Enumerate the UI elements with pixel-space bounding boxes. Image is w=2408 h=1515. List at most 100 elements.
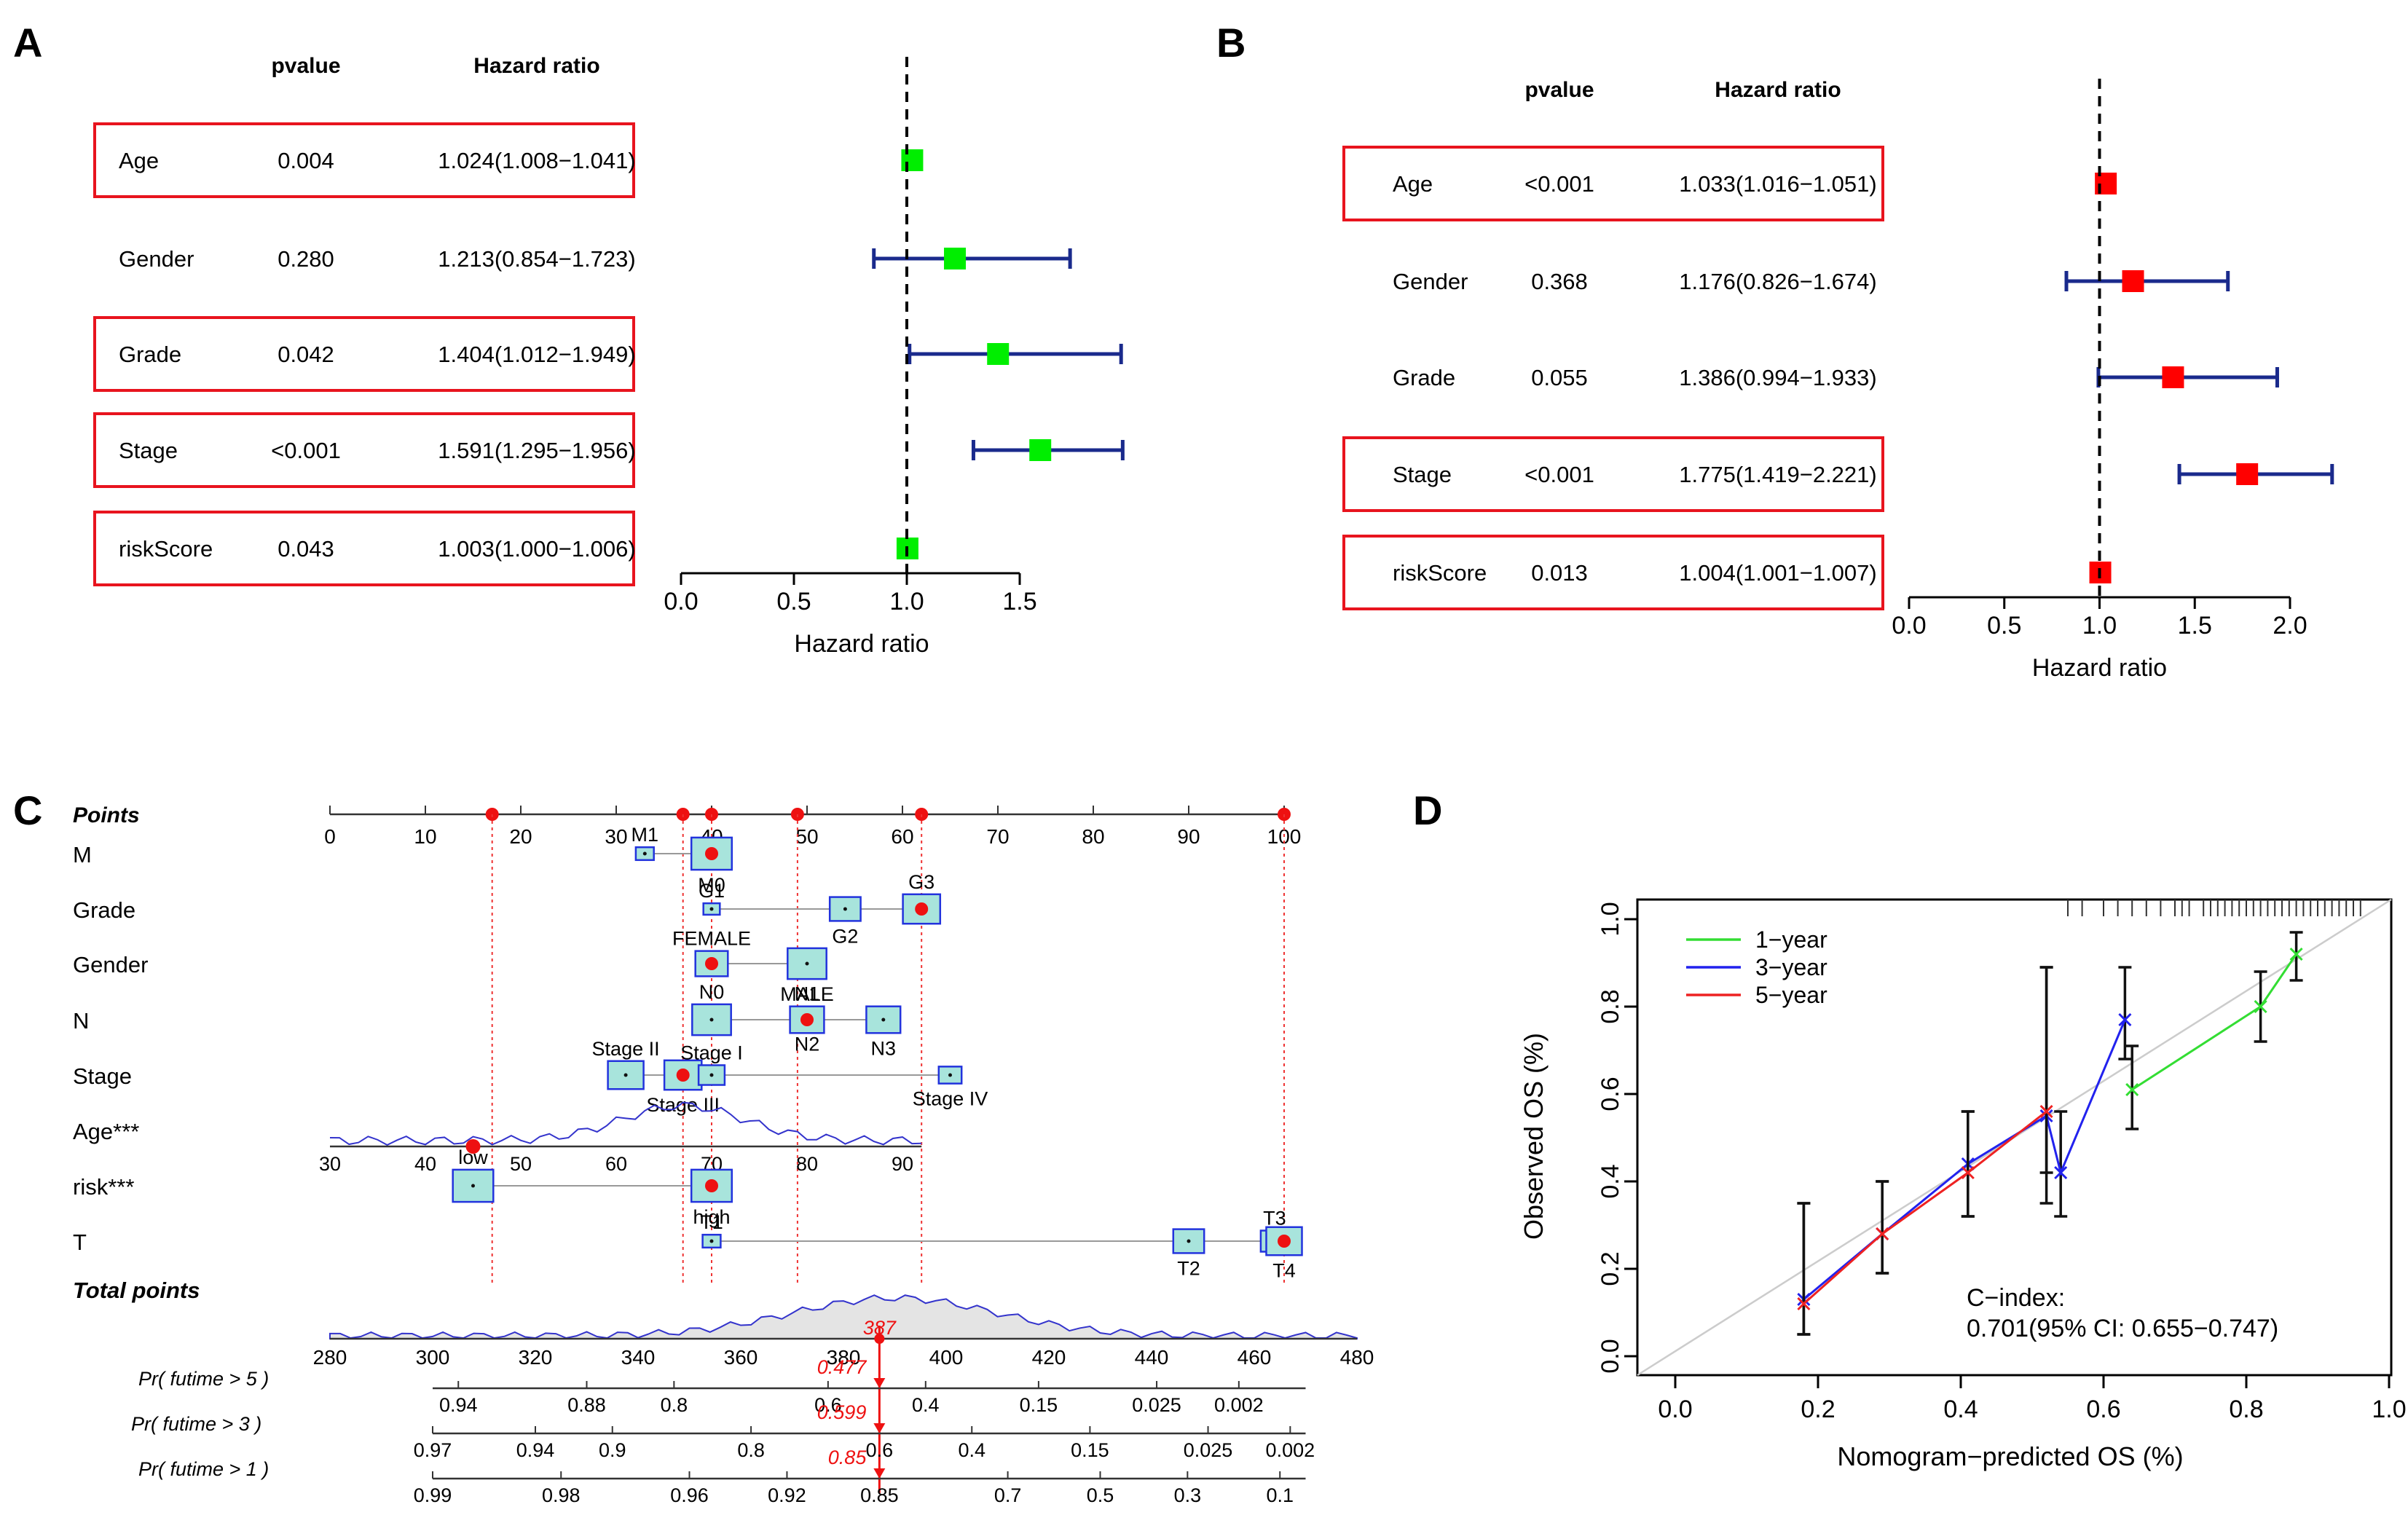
- level-point: [709, 1018, 714, 1022]
- row-pvalue: 0.043: [278, 536, 334, 562]
- header-pvalue: pvalue: [1524, 78, 1594, 102]
- row-name: Grade: [1393, 365, 1455, 390]
- x-tick-label: 1.0: [2082, 612, 2117, 640]
- row-name: riskScore: [1393, 560, 1487, 586]
- x-tick-label: 2.0: [2273, 612, 2307, 640]
- level-point: [709, 1239, 714, 1243]
- level-label: Stage II: [592, 1038, 660, 1060]
- points-tick-label: 50: [795, 825, 818, 848]
- level-point: [1187, 1239, 1191, 1243]
- calibration-plot-d: 0.0 0.0 0.2 0.2 0.4 0.4 0.6 0.6 0.8 0.8 1.0 1.0 Nomo…: [1519, 898, 2407, 1471]
- highlight-box: [1342, 436, 1884, 512]
- age-tick-label: 50: [510, 1153, 532, 1175]
- level-point: [948, 1073, 952, 1077]
- total-tick-label: 280: [313, 1346, 347, 1369]
- y-tick-label: 0.8: [1597, 989, 1624, 1023]
- row-pvalue: 0.004: [278, 148, 334, 173]
- x-tick-label: 0.4: [1943, 1396, 1978, 1423]
- row-hazard-ratio: 1.386(0.994−1.933): [1679, 365, 1876, 390]
- points-tick-label: 90: [1177, 825, 1200, 848]
- panel-label-c: C: [13, 787, 42, 833]
- x-tick-label: 0.2: [1801, 1396, 1835, 1423]
- cindex-title: C−index:: [1967, 1284, 2065, 1312]
- calibration-point: [2118, 1012, 2132, 1027]
- highlight-box: [93, 412, 635, 488]
- y-tick-label: 0.0: [1597, 1339, 1624, 1373]
- points-tick-label: 30: [605, 825, 627, 848]
- level-selected-marker: [705, 957, 718, 970]
- level-label: M1: [631, 824, 659, 846]
- hr-marker: [2122, 270, 2144, 292]
- hr-marker: [2162, 366, 2184, 388]
- variable-label: Stage: [73, 1063, 132, 1089]
- level-label: N0: [699, 981, 725, 1003]
- level-label: N3: [871, 1037, 897, 1059]
- survival-tick-label: 0.1: [1266, 1484, 1294, 1506]
- forest-plot-a: pvalue Hazard ratio Age 0.004 1.024(1.008−1.…: [93, 54, 1125, 658]
- level-label: G2: [832, 925, 858, 947]
- variable-label: Gender: [73, 952, 148, 977]
- age-selected-marker: [465, 1139, 481, 1154]
- survival-tick-label: 0.025: [1184, 1439, 1233, 1461]
- y-tick-label: 1.0: [1597, 902, 1624, 936]
- variable-label: N: [73, 1008, 89, 1034]
- points-tick-label: 60: [891, 825, 913, 848]
- variable-label: Age***: [73, 1119, 139, 1144]
- row-name: Stage: [1393, 462, 1452, 487]
- level-selected-marker: [705, 847, 718, 860]
- row-hazard-ratio: 1.024(1.008−1.041): [438, 148, 635, 173]
- total-tick-label: 340: [621, 1346, 656, 1369]
- calibration-point: [2125, 1082, 2139, 1097]
- level-label: T3: [1263, 1208, 1286, 1229]
- total-density-curve: [329, 1294, 1358, 1339]
- y-tick-label: 0.2: [1597, 1251, 1624, 1286]
- level-box: [452, 1168, 495, 1203]
- survival-tick-label: 0.99: [414, 1484, 452, 1506]
- survival-value-label: 0.85: [828, 1447, 867, 1468]
- total-tick-label: 380: [827, 1346, 861, 1369]
- variable-label: T: [73, 1229, 87, 1255]
- x-axis-label: Hazard ratio: [794, 630, 929, 658]
- level-selected-marker: [800, 1013, 814, 1026]
- level-label: M0: [698, 874, 725, 896]
- row-pvalue: <0.001: [271, 438, 341, 463]
- points-tick-label: 70: [986, 825, 1009, 848]
- row-name: Gender: [1393, 269, 1468, 294]
- row-name: Grade: [119, 342, 181, 367]
- total-value-label: 387: [863, 1317, 897, 1339]
- header-hazard-ratio: Hazard ratio: [473, 54, 599, 78]
- survival-value-arrow: [873, 1378, 886, 1388]
- x-tick-label: 1.0: [2372, 1396, 2406, 1423]
- level-point: [709, 1073, 714, 1077]
- row-hazard-ratio: 1.213(0.854−1.723): [438, 246, 635, 272]
- survival-tick-label: 0.5: [1087, 1484, 1114, 1506]
- level-point: [623, 1073, 628, 1077]
- level-selected-marker: [1278, 1235, 1291, 1248]
- level-label: Stage III: [646, 1094, 720, 1116]
- survival-value-label: 0.477: [817, 1356, 867, 1378]
- level-label: low: [458, 1146, 488, 1168]
- y-tick-label: 0.6: [1597, 1077, 1624, 1111]
- header-hazard-ratio: Hazard ratio: [1715, 78, 1841, 102]
- level-point: [805, 961, 809, 966]
- survival-tick-label: 0.85: [860, 1484, 899, 1506]
- legend-label: 5−year: [1755, 982, 1827, 1008]
- legend-label: 3−year: [1755, 954, 1827, 980]
- panel-label-b: B: [1216, 20, 1246, 66]
- total-value-marker: [874, 1334, 885, 1344]
- points-tick-label: 80: [1082, 825, 1104, 848]
- x-tick-label: 0.0: [664, 588, 698, 615]
- row-hazard-ratio: 1.404(1.012−1.949): [438, 342, 635, 367]
- highlight-box: [1342, 535, 1884, 610]
- calibration-point: [2054, 1165, 2068, 1180]
- x-tick-label: 1.0: [889, 588, 924, 615]
- header-pvalue: pvalue: [271, 54, 340, 78]
- level-label: N2: [795, 1034, 820, 1055]
- survival-tick-label: 0.6: [866, 1439, 894, 1461]
- survival-tick-label: 0.94: [516, 1439, 555, 1461]
- survival-tick-label: 0.15: [1071, 1439, 1109, 1461]
- total-tick-label: 300: [416, 1346, 450, 1369]
- x-axis-label: Hazard ratio: [2032, 654, 2167, 682]
- cindex-value: 0.701(95% CI: 0.655−0.747): [1967, 1315, 2278, 1342]
- hr-marker: [944, 248, 967, 269]
